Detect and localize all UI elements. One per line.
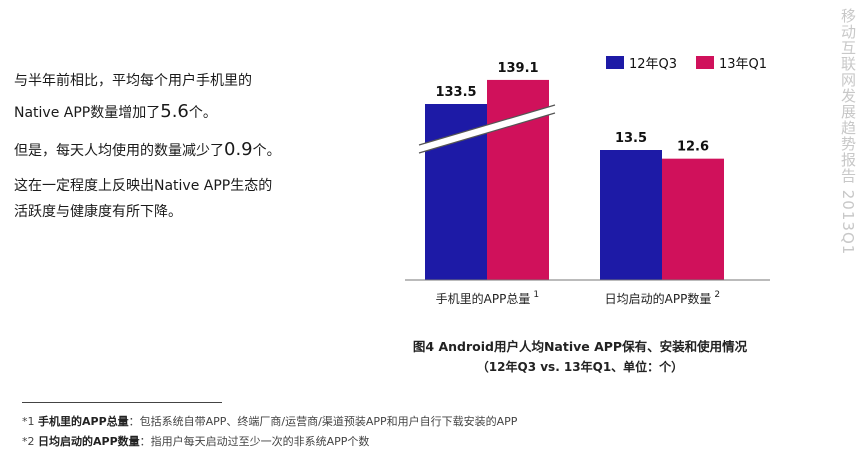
chart-caption-title: 图4 Android用户人均Native APP保有、安装和使用情况: [412, 339, 748, 354]
data-label-1-series-2: 139.1: [497, 61, 538, 76]
category-superscript-1: 1: [533, 290, 539, 300]
category-label-1: 手机里的APP总量: [436, 291, 531, 306]
data-label-2-series-1: 13.5: [615, 131, 647, 146]
legend-label-2: 13年Q1: [719, 57, 767, 72]
summary-line-5: 活跃度与健康度有所下降。: [14, 204, 182, 220]
legend-swatch-2: [696, 56, 714, 69]
legend-label-1: 12年Q3: [629, 57, 677, 72]
summary-line-3: 但是，每天人均使用的数量减少了0.9个。: [14, 139, 281, 160]
summary-line-1: 与半年前相比，平均每个用户手机里的: [14, 73, 252, 89]
summary-line-4: 这在一定程度上反映出Native APP生态的: [14, 178, 273, 194]
bar-2-series-1: [600, 150, 662, 280]
decrease-value: 0.9: [224, 139, 253, 160]
increase-value: 5.6: [160, 101, 189, 122]
chart-caption-subtitle: （12年Q3 vs. 13年Q1、单位：个）: [476, 360, 684, 374]
summary-line-2: Native APP数量增加了5.6个。: [14, 101, 217, 122]
legend-swatch-1: [606, 56, 624, 69]
axis-break-line-2: [418, 112, 556, 154]
category-superscript-2: 2: [714, 290, 720, 300]
report-title-vertical: 移动互联网发展趋势报告 2013Q1: [839, 8, 857, 256]
category-label-2: 日均启动的APP数量: [605, 291, 712, 306]
chart-caption: 图4 Android用户人均Native APP保有、安装和使用情况 （12年Q…: [385, 337, 775, 377]
footnote-1: *1 手机里的APP总量：包括系统自带APP、终端厂商/运营商/渠道预装APP和…: [22, 415, 518, 428]
axis-break-marker: [419, 105, 555, 153]
footnote-2: *2 日均启动的APP数量：指用户每天启动过至少一次的非系统APP个数: [22, 435, 370, 448]
data-label-1-series-1: 133.5: [435, 85, 476, 100]
data-label-2-series-2: 12.6: [677, 140, 709, 155]
footnote-divider: [22, 402, 222, 403]
axis-break-line-1: [418, 104, 556, 146]
bar-2-series-2: [662, 158, 724, 280]
summary-text: 与半年前相比，平均每个用户手机里的 Native APP数量增加了5.6个。 但…: [14, 70, 314, 223]
